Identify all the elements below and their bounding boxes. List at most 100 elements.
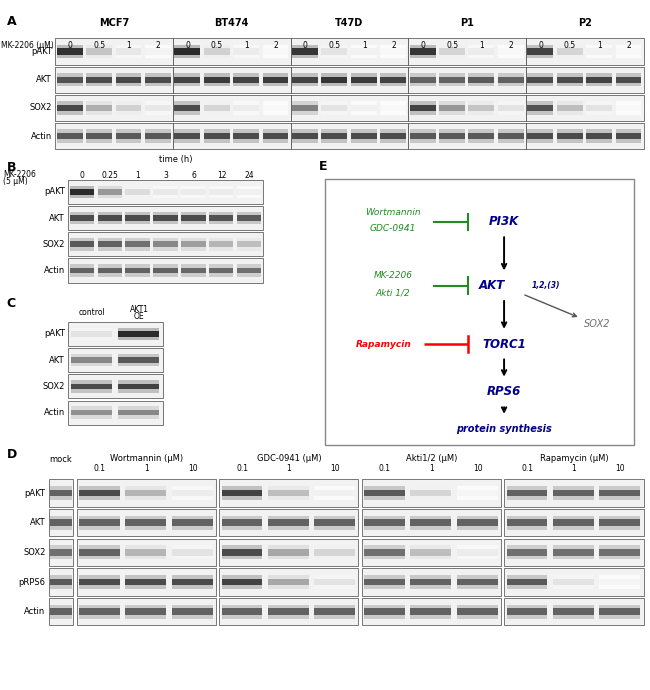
Bar bbox=[498, 73, 524, 77]
Bar bbox=[125, 247, 150, 250]
Bar bbox=[410, 47, 436, 56]
Bar bbox=[98, 186, 122, 189]
Bar bbox=[57, 101, 83, 105]
Bar bbox=[55, 95, 173, 121]
Bar bbox=[292, 104, 318, 112]
Bar bbox=[77, 598, 216, 625]
Bar bbox=[361, 569, 501, 595]
Bar bbox=[79, 585, 120, 589]
Bar bbox=[315, 526, 356, 530]
Bar bbox=[50, 486, 72, 490]
Bar bbox=[408, 39, 526, 65]
Bar bbox=[86, 139, 112, 143]
Text: Actin: Actin bbox=[44, 266, 65, 275]
Bar bbox=[351, 73, 377, 77]
Bar bbox=[292, 101, 318, 105]
Bar bbox=[361, 509, 501, 537]
Bar bbox=[586, 83, 612, 86]
Bar bbox=[204, 132, 229, 141]
Bar bbox=[439, 130, 465, 133]
Text: A: A bbox=[6, 15, 16, 28]
Bar bbox=[116, 73, 142, 77]
Bar bbox=[498, 83, 524, 86]
Bar bbox=[173, 39, 291, 65]
Bar bbox=[49, 479, 73, 506]
Bar bbox=[527, 75, 553, 84]
Bar bbox=[457, 604, 498, 609]
Bar bbox=[557, 111, 582, 115]
Bar bbox=[145, 111, 171, 115]
Bar bbox=[219, 538, 359, 566]
Bar bbox=[408, 67, 526, 93]
Bar bbox=[50, 496, 72, 500]
Text: 2: 2 bbox=[509, 41, 514, 50]
Bar bbox=[469, 104, 495, 112]
Text: 3: 3 bbox=[163, 171, 168, 180]
Bar bbox=[55, 67, 173, 93]
Text: TORC1: TORC1 bbox=[482, 337, 526, 351]
Bar bbox=[222, 575, 263, 579]
Bar bbox=[457, 555, 498, 560]
Bar bbox=[181, 186, 205, 189]
Bar bbox=[586, 139, 612, 143]
Bar bbox=[172, 545, 213, 549]
Bar bbox=[364, 575, 405, 579]
Bar bbox=[116, 130, 142, 133]
Bar bbox=[209, 240, 233, 248]
Bar bbox=[145, 45, 171, 48]
Bar bbox=[322, 45, 347, 48]
Bar bbox=[237, 214, 261, 222]
Text: Actin: Actin bbox=[31, 132, 52, 141]
Bar bbox=[268, 548, 309, 558]
Bar bbox=[439, 73, 465, 77]
Bar bbox=[86, 83, 112, 86]
Bar bbox=[410, 486, 451, 490]
Bar bbox=[98, 188, 122, 196]
Text: PI3K: PI3K bbox=[489, 215, 519, 228]
Bar bbox=[408, 124, 526, 150]
Bar bbox=[380, 139, 406, 143]
Bar bbox=[153, 221, 177, 224]
Bar bbox=[364, 555, 405, 560]
Bar bbox=[322, 47, 347, 56]
Bar bbox=[222, 496, 263, 500]
Bar bbox=[504, 509, 644, 537]
Bar bbox=[410, 577, 451, 586]
Bar bbox=[315, 604, 356, 609]
Bar bbox=[364, 515, 405, 520]
Bar bbox=[70, 214, 94, 222]
Bar bbox=[504, 538, 644, 566]
Bar bbox=[599, 526, 640, 530]
Text: B: B bbox=[6, 161, 16, 174]
Bar bbox=[68, 375, 162, 399]
Bar bbox=[322, 101, 347, 105]
Bar bbox=[125, 585, 166, 589]
Bar bbox=[237, 212, 261, 215]
Bar bbox=[49, 598, 73, 625]
Bar bbox=[526, 39, 644, 65]
Bar bbox=[174, 139, 200, 143]
Text: 1: 1 bbox=[429, 464, 434, 473]
Bar bbox=[408, 95, 526, 121]
Text: Actin: Actin bbox=[44, 408, 65, 417]
Bar bbox=[145, 139, 171, 143]
Text: GDC-0941: GDC-0941 bbox=[370, 224, 416, 233]
Bar bbox=[57, 132, 83, 141]
Bar bbox=[498, 132, 524, 141]
Bar bbox=[380, 111, 406, 115]
Bar bbox=[263, 83, 289, 86]
Bar bbox=[469, 111, 495, 115]
Bar bbox=[599, 545, 640, 549]
Bar bbox=[71, 354, 112, 357]
Bar bbox=[410, 130, 436, 133]
Bar bbox=[50, 585, 72, 589]
Text: AKT: AKT bbox=[30, 518, 46, 527]
Bar bbox=[457, 526, 498, 530]
Bar bbox=[457, 585, 498, 589]
Bar bbox=[86, 104, 112, 112]
Bar bbox=[222, 545, 263, 549]
Bar bbox=[145, 130, 171, 133]
Bar bbox=[268, 555, 309, 560]
Text: SOX2: SOX2 bbox=[584, 319, 610, 328]
Bar bbox=[439, 111, 465, 115]
